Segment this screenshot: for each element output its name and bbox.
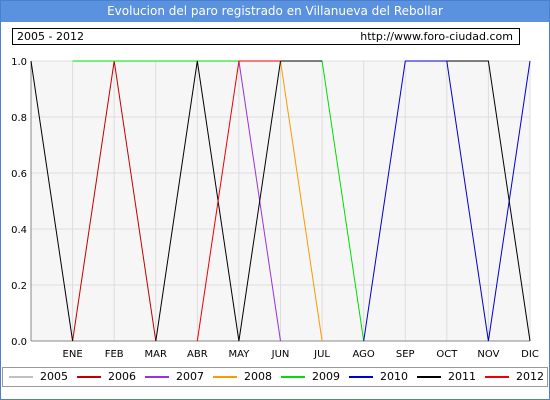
series-line-2011: [30, 60, 74, 342]
legend-swatch: [77, 376, 101, 378]
legend-swatch: [213, 376, 237, 378]
x-tick-label: ENE: [63, 349, 83, 360]
x-tick-label: MAR: [145, 349, 167, 360]
legend-swatch: [349, 376, 373, 378]
legend-swatch: [145, 376, 169, 378]
x-tick-label: SEP: [396, 349, 415, 360]
legend-swatch: [417, 376, 441, 378]
y-tick-label: 0.8: [11, 113, 27, 124]
x-tick-label: ABR: [187, 349, 208, 360]
legend-label: 2010: [380, 370, 408, 383]
x-tick-label: OCT: [436, 349, 458, 360]
legend-label: 2005: [40, 370, 68, 383]
x-tick-label: DIC: [521, 349, 539, 360]
info-box: 2005 - 2012 http://www.foro-ciudad.com: [12, 28, 520, 45]
legend-label: 2007: [176, 370, 204, 383]
x-tick-label: NOV: [477, 349, 499, 360]
period-label: 2005 - 2012: [17, 30, 84, 43]
legend-label: 2012: [516, 370, 544, 383]
x-tick-label: MAY: [229, 349, 251, 360]
y-tick-label: 0.2: [11, 281, 27, 292]
series-line-2011: [155, 60, 323, 342]
y-tick-label: 1.0: [11, 57, 27, 68]
series-line-2008: [280, 60, 323, 342]
x-tick-label: FEB: [105, 349, 124, 360]
y-tick-label: 0.0: [11, 337, 27, 348]
chart-title: Evolucion del paro registrado en Villanu…: [1, 1, 549, 22]
y-tick-label: 0.6: [11, 169, 27, 180]
x-tick-label: AGO: [353, 349, 375, 360]
x-tick-label: JUL: [313, 349, 330, 360]
y-tick-label: 0.4: [11, 225, 27, 236]
legend-label: 2011: [448, 370, 476, 383]
legend-swatch: [281, 376, 305, 378]
legend-label: 2009: [312, 370, 340, 383]
series-line-2012: [196, 60, 281, 342]
legend: 2005 2006 2007 2008 2009 2010 2011 2012: [2, 367, 548, 387]
series-line-2011: [446, 60, 531, 342]
legend-swatch: [9, 376, 33, 378]
legend-swatch: [485, 376, 509, 378]
site-url-link[interactable]: http://www.foro-ciudad.com: [360, 30, 513, 43]
x-tick-label: JUN: [271, 349, 290, 360]
legend-label: 2006: [108, 370, 136, 383]
legend-label: 2008: [244, 370, 272, 383]
